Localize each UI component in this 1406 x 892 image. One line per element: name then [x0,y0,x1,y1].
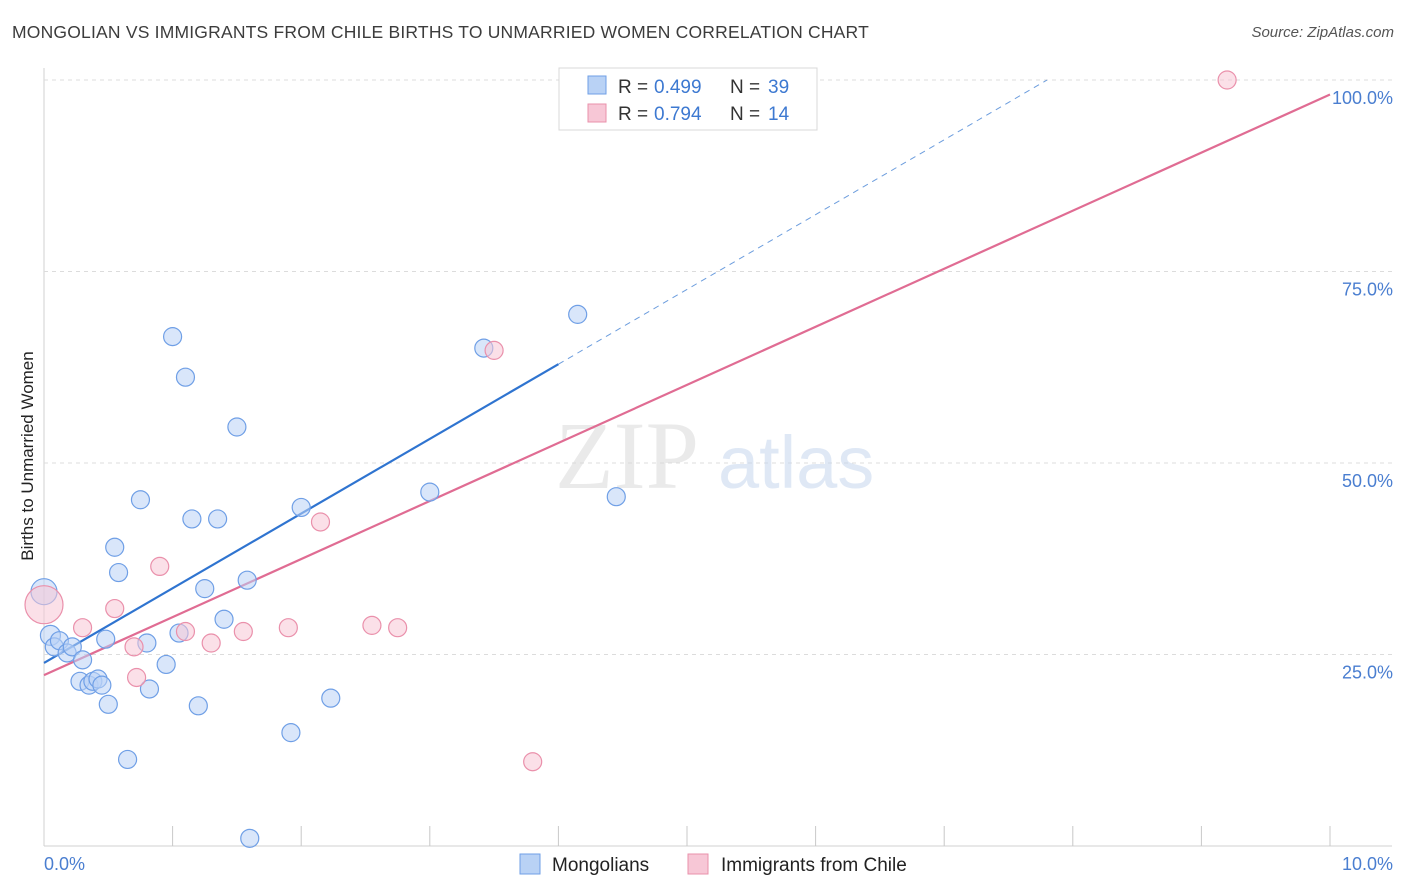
legend-swatch-chile [587,103,607,123]
point-series-0 [195,579,215,599]
point-series-1 [105,598,125,619]
legend-r-label-2: R = [618,104,648,125]
legend-bottom-swatch-chile [687,853,709,875]
y-tick-label: 25.0% [1342,663,1393,683]
point-series-1 [72,618,93,638]
source-label: Source: ZipAtlas.com [1251,24,1394,41]
point-series-0 [98,694,118,714]
trend-line-series-1 [43,93,1331,677]
chart-title: MONGOLIAN VS IMMIGRANTS FROM CHILE BIRTH… [12,22,869,42]
point-series-0 [62,637,82,657]
y-tick-label: 75.0% [1342,280,1393,300]
legend-r-value-1: 0.499 [654,77,702,98]
legend-bottom-swatch-mongolians [519,853,541,875]
legend-n-value-2: 14 [768,104,790,125]
legend-swatch-mongolians [587,75,607,95]
point-series-0 [108,562,129,583]
point-series-1 [1217,70,1237,90]
point-series-1 [362,615,382,635]
point-series-0 [237,570,257,590]
point-series-0 [96,629,116,649]
point-series-1 [124,637,144,657]
point-series-1 [24,585,64,625]
point-series-0 [227,417,247,437]
legend-n-label-1: N = [730,77,760,98]
point-series-0 [156,654,176,675]
point-series-0 [208,509,228,529]
legend-bottom-label-chile: Immigrants from Chile [721,855,907,876]
point-series-0 [139,679,160,699]
point-series-0 [72,650,93,670]
point-series-1 [201,633,221,653]
point-series-0 [606,487,626,507]
point-series-0 [188,696,208,716]
point-series-0 [240,828,260,848]
point-series-0 [130,490,151,510]
x-tick-label-max: 10.0% [1342,854,1393,874]
point-series-1 [310,512,331,532]
watermark-atlas: atlas [718,421,874,504]
point-series-0 [182,509,202,529]
legend-top: R = 0.499 N = 39 R = 0.794 N = 14 [558,67,818,131]
y-tick-label: 50.0% [1342,471,1393,491]
point-series-1 [126,667,147,688]
point-series-0 [117,749,138,770]
point-series-0 [568,304,588,324]
point-series-1 [388,618,408,638]
point-series-0 [321,688,341,708]
point-series-1 [484,340,504,360]
point-series-0 [281,723,301,743]
point-series-1 [233,621,253,642]
legend-r-value-2: 0.794 [654,104,702,125]
point-series-1 [175,621,196,642]
point-series-0 [105,537,125,557]
legend-bottom: Mongolians Immigrants from Chile [519,853,907,876]
x-tick-label-min: 0.0% [44,854,85,874]
legend-n-value-1: 39 [768,77,789,98]
y-axis-label: Births to Unmarried Women [18,351,37,560]
point-series-1 [523,752,543,772]
watermark-zip: ZIP [555,402,699,509]
point-series-0 [175,367,196,387]
point-series-0 [214,609,234,629]
point-series-1 [150,556,170,577]
point-series-0 [291,497,311,518]
legend-bottom-label-mongolians: Mongolians [552,855,649,876]
y-tick-label: 100.0% [1332,88,1393,108]
point-series-0 [92,675,112,695]
point-series-1 [278,618,298,638]
point-series-0 [163,327,183,347]
point-series-0 [420,482,440,502]
legend-n-label-2: N = [730,104,760,125]
legend-r-label-1: R = [618,77,648,98]
